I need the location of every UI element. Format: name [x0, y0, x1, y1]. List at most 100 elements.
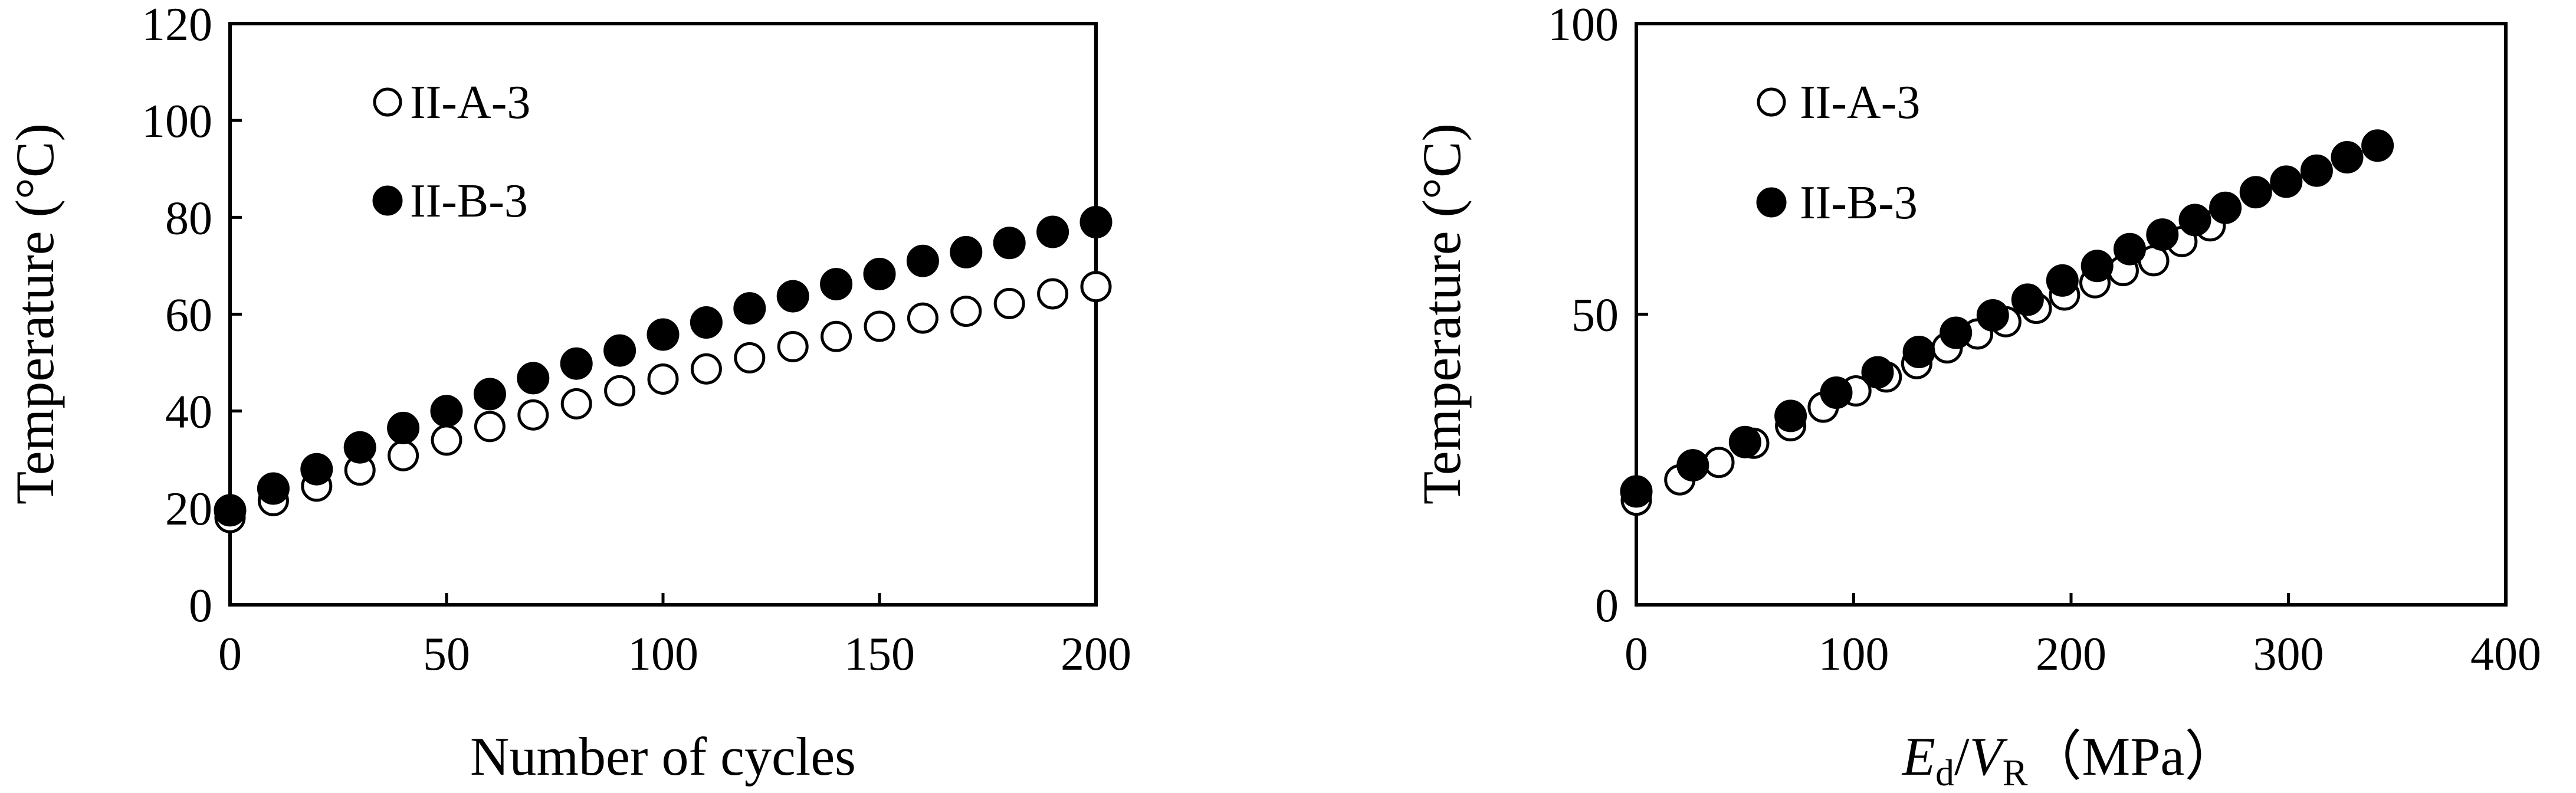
x-tick-label: 0 [1625, 628, 1648, 680]
x-ticks: 0 50 100 150 200 [218, 593, 1131, 680]
x-label-v: V [1970, 726, 2009, 787]
point-ii-b-3 [1079, 206, 1113, 238]
point-ii-a-3 [560, 388, 592, 420]
chart-left: 0 20 40 60 80 100 120 0 50 100 150 200 Number of c… [5, 0, 1131, 787]
x-label-slash: / [1954, 726, 1970, 787]
chart-right: 0 50 100 0 100 200 300 400 Ed/VR（MPa） Temperat… [1412, 0, 2541, 793]
legend-label-ii-a-3: II-A-3 [1800, 77, 1920, 129]
point-ii-b-3 [1036, 215, 1069, 248]
point-ii-b-3 [863, 257, 896, 290]
y-tick-label: 120 [142, 0, 212, 51]
point-ii-b-3 [387, 411, 420, 444]
x-tick-label: 200 [1061, 628, 1131, 680]
point-ii-b-3 [603, 334, 636, 367]
legend: II-A-3 II-B-3 [372, 77, 530, 227]
legend: II-A-3 II-B-3 [1756, 77, 1920, 229]
point-ii-b-3 [776, 280, 809, 313]
point-ii-b-3 [430, 395, 463, 428]
point-ii-b-3 [300, 453, 333, 486]
point-ii-a-3 [517, 399, 549, 431]
x-ticks: 0 100 200 300 400 [1625, 593, 2541, 680]
x-tick-label: 300 [2253, 628, 2324, 680]
point-ii-b-3 [2178, 204, 2211, 237]
point-ii-a-3 [474, 411, 506, 443]
x-label-unit: （MPa） [2027, 726, 2239, 787]
x-label-d: d [1935, 752, 1954, 793]
point-ii-a-3 [907, 302, 938, 334]
point-ii-b-3 [733, 292, 766, 325]
point-ii-b-3 [2239, 176, 2272, 209]
point-ii-b-3 [2361, 129, 2394, 162]
legend-marker-ii-b-3 [372, 185, 403, 216]
point-ii-a-3 [864, 310, 895, 342]
y-tick-label: 0 [1595, 580, 1619, 632]
x-tick-label: 0 [218, 628, 242, 680]
legend-marker-ii-a-3 [373, 87, 402, 117]
point-ii-b-3 [1774, 399, 1807, 432]
x-axis-label: Number of cycles [470, 726, 856, 787]
data-points [214, 206, 1113, 533]
point-ii-b-3 [473, 378, 506, 411]
point-ii-b-3 [2081, 250, 2114, 283]
point-ii-b-3 [690, 306, 723, 339]
point-ii-b-3 [2046, 264, 2079, 297]
legend-label-ii-b-3: II-B-3 [1800, 177, 1918, 229]
point-ii-a-3 [950, 296, 982, 327]
point-ii-a-3 [1703, 447, 1735, 479]
point-ii-b-3 [647, 318, 680, 351]
point-ii-b-3 [214, 494, 247, 527]
x-tick-label: 50 [423, 628, 470, 680]
x-label-r: R [2003, 752, 2028, 793]
y-tick-label: 100 [1548, 0, 1619, 51]
y-tick-label: 20 [165, 483, 212, 535]
point-ii-b-3 [993, 227, 1026, 260]
point-ii-b-3 [2209, 191, 2242, 224]
point-ii-b-3 [2011, 283, 2044, 316]
x-label-e: E [1901, 726, 1935, 787]
legend-marker-ii-b-3 [1756, 187, 1787, 218]
point-ii-a-3 [647, 363, 679, 395]
y-tick-label: 50 [1571, 290, 1619, 342]
y-tick-label: 100 [142, 96, 212, 148]
x-tick-label: 150 [844, 628, 915, 680]
point-ii-b-3 [1676, 449, 1709, 482]
x-tick-label: 400 [2470, 628, 2541, 680]
point-ii-b-3 [517, 362, 550, 395]
legend-marker-ii-a-3 [1757, 87, 1786, 117]
y-axis-label: Temperature (°C) [1412, 123, 1472, 504]
legend-label-ii-a-3: II-A-3 [410, 77, 530, 129]
y-ticks: 0 50 100 [1548, 0, 1648, 632]
point-ii-b-3 [1902, 336, 1935, 368]
y-ticks: 0 20 40 60 80 100 120 [142, 0, 242, 632]
data-points [1620, 129, 2394, 516]
y-tick-label: 60 [165, 290, 212, 342]
legend-label-ii-b-3: II-B-3 [410, 175, 528, 227]
plot-frame [1635, 22, 2508, 607]
point-ii-a-3 [388, 440, 419, 471]
point-ii-b-3 [1940, 316, 1973, 349]
point-ii-a-3 [1080, 271, 1112, 303]
point-ii-b-3 [2114, 232, 2146, 266]
point-ii-a-3 [777, 331, 809, 362]
point-ii-b-3 [257, 472, 290, 505]
point-ii-b-3 [343, 431, 376, 464]
point-ii-a-3 [604, 375, 636, 407]
point-ii-b-3 [2300, 154, 2333, 187]
point-ii-a-3 [734, 342, 766, 373]
point-ii-b-3 [1728, 425, 1761, 458]
point-ii-a-3 [1037, 278, 1069, 310]
point-ii-b-3 [560, 347, 593, 380]
y-axis-label: Temperature (°C) [5, 123, 65, 504]
point-ii-b-3 [1620, 475, 1653, 508]
point-ii-b-3 [2331, 141, 2364, 173]
x-tick-label: 100 [1819, 628, 1889, 680]
point-ii-a-3 [993, 287, 1025, 319]
point-ii-b-3 [2146, 218, 2179, 251]
y-tick-label: 80 [165, 192, 212, 244]
y-tick-label: 0 [189, 580, 212, 632]
point-ii-b-3 [1976, 299, 2009, 332]
point-ii-b-3 [950, 235, 983, 268]
x-axis-label: Ed/VR（MPa） [1901, 726, 2239, 793]
point-ii-b-3 [820, 268, 853, 301]
